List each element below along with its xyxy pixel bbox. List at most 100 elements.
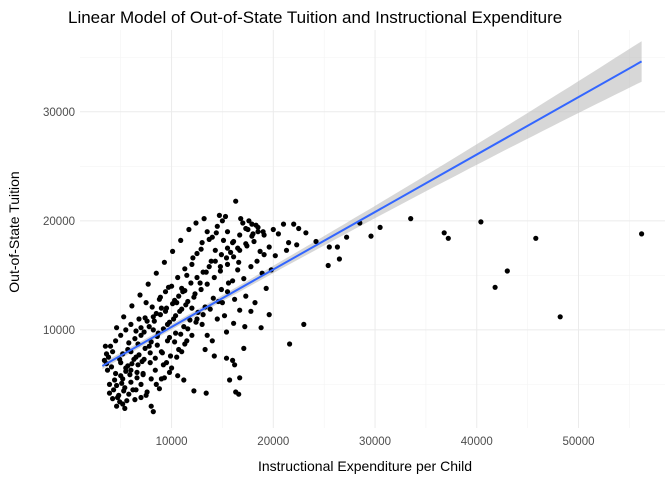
- y-tick-label: 20000: [43, 216, 75, 228]
- scatter-point: [221, 313, 228, 319]
- scatter-point: [167, 353, 174, 359]
- scatter-point: [169, 365, 175, 371]
- scatter-point: [159, 350, 165, 356]
- scatter-point: [202, 346, 208, 353]
- scatter-point: [213, 230, 219, 236]
- scatter-point: [252, 300, 258, 306]
- scatter-point: [131, 356, 137, 362]
- scatter-point: [199, 240, 205, 246]
- scatter-point: [190, 255, 196, 261]
- scatter-point: [492, 284, 498, 290]
- scatter-point: [249, 221, 255, 227]
- scatter-point: [175, 274, 181, 281]
- scatter-point: [272, 253, 278, 259]
- scatter-point: [178, 237, 184, 243]
- scatter-point: [249, 233, 255, 239]
- scatter-point: [182, 341, 188, 347]
- scatter-point: [137, 292, 143, 298]
- scatter-point: [222, 213, 229, 220]
- scatter-point: [231, 254, 237, 260]
- scatter-point: [112, 377, 118, 383]
- scatter-point: [146, 343, 152, 349]
- scatter-point: [243, 241, 249, 247]
- scatter-point: [132, 336, 138, 342]
- scatter-point: [185, 298, 191, 305]
- scatter-point: [182, 288, 188, 294]
- scatter-point: [153, 270, 159, 276]
- scatter-point: [141, 356, 147, 362]
- scatter-point: [211, 274, 217, 281]
- scatter-point: [225, 280, 232, 286]
- scatter-point: [197, 280, 203, 286]
- scatter-point: [193, 319, 199, 325]
- scatter-point: [223, 355, 230, 361]
- scatter-point: [325, 262, 331, 269]
- scatter-point: [246, 218, 252, 224]
- scatter-point: [230, 278, 236, 284]
- scatter-point: [165, 284, 172, 290]
- scatter-point: [150, 327, 156, 333]
- scatter-point: [124, 398, 130, 404]
- x-tick-label: 10000: [156, 436, 188, 448]
- scatter-point: [230, 357, 236, 363]
- scatter-point: [176, 346, 182, 353]
- scatter-point: [151, 318, 157, 324]
- scatter-point: [206, 236, 212, 242]
- scatter-point: [126, 391, 132, 397]
- scatter-point: [227, 377, 233, 383]
- scatter-point: [150, 409, 156, 415]
- scatter-point: [133, 387, 139, 393]
- scatter-point: [639, 231, 645, 237]
- scatter-point: [114, 325, 120, 331]
- scatter-point: [291, 221, 297, 227]
- scatter-point: [103, 351, 110, 357]
- scatter-point: [286, 240, 292, 246]
- scatter-point: [263, 285, 269, 291]
- scatter-point: [188, 280, 194, 286]
- scatter-point: [270, 226, 276, 233]
- scatter-point: [114, 403, 120, 409]
- scatter-point: [237, 307, 243, 313]
- scatter-point: [243, 225, 249, 232]
- scatter-point: [127, 372, 133, 378]
- scatter-point: [189, 332, 195, 338]
- scatter-point: [117, 399, 123, 405]
- scatter-point: [296, 225, 302, 232]
- scatter-point: [129, 361, 135, 367]
- scatter-point: [218, 252, 224, 258]
- scatter-point: [154, 342, 160, 348]
- scatter-point: [204, 229, 210, 235]
- scatter-point: [172, 339, 178, 345]
- scatter-point: [224, 261, 231, 267]
- scatter-point: [110, 396, 116, 402]
- scatter-point: [198, 286, 204, 293]
- scatter-point: [303, 230, 309, 236]
- scatter-point: [138, 325, 144, 331]
- scatter-point: [194, 274, 200, 281]
- scatter-point: [216, 212, 222, 218]
- scatter-point: [334, 244, 340, 250]
- scatter-point: [147, 360, 153, 366]
- scatter-point: [217, 264, 223, 270]
- scatter-point: [220, 237, 227, 243]
- scatter-point: [191, 388, 197, 394]
- scatter-point: [115, 394, 121, 401]
- scatter-point: [207, 306, 213, 312]
- scatter-point: [166, 369, 173, 375]
- scatter-point: [132, 397, 138, 403]
- scatter-point: [121, 314, 127, 320]
- scatter-point: [261, 232, 267, 238]
- scatter-point: [257, 248, 263, 254]
- scatter-point: [185, 326, 191, 332]
- scatter-point: [166, 319, 173, 325]
- scatter-point: [266, 312, 272, 318]
- scatter-point: [189, 261, 195, 267]
- scatter-point: [158, 305, 164, 311]
- scatter-point: [211, 353, 217, 359]
- scatter-point: [301, 321, 307, 327]
- scatter-point: [181, 324, 187, 330]
- scatter-point: [104, 367, 111, 373]
- scatter-point: [153, 381, 159, 387]
- scatter-point: [280, 221, 287, 227]
